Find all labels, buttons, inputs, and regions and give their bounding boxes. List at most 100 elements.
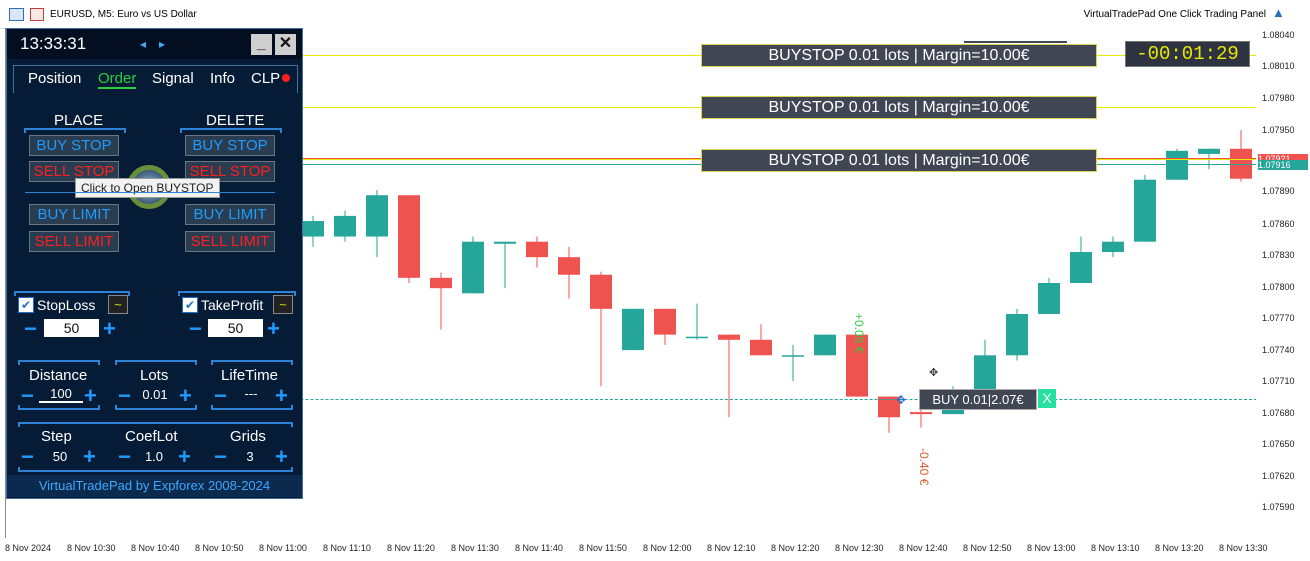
price-label: 1.07680 bbox=[1262, 408, 1295, 418]
buystop-order-label[interactable]: BUYSTOP 0.01 lots | Margin=10.00€ bbox=[701, 96, 1097, 119]
takeprofit-minus-button[interactable]: − bbox=[189, 316, 202, 341]
distance-plus-button[interactable]: + bbox=[84, 383, 97, 408]
tab-order[interactable]: Order bbox=[98, 70, 137, 89]
place-title: PLACE bbox=[54, 112, 104, 129]
takeprofit-trail-icon[interactable]: ~ bbox=[273, 295, 293, 314]
arrow-left-icon[interactable]: ◂ bbox=[140, 37, 147, 51]
distance-minus-button[interactable]: − bbox=[21, 383, 34, 408]
takeprofit-plus-button[interactable]: + bbox=[267, 316, 280, 341]
candle-body bbox=[1230, 148, 1252, 179]
price-label: 1.08010 bbox=[1262, 61, 1295, 71]
price-label: 1.07860 bbox=[1262, 219, 1295, 229]
candle-body bbox=[1134, 179, 1156, 242]
candle-body bbox=[1102, 241, 1124, 253]
buystop-line-1[interactable] bbox=[6, 55, 1257, 56]
tab-info[interactable]: Info bbox=[210, 70, 236, 87]
lifetime-bracket bbox=[211, 360, 293, 365]
delete-buy-limit-button[interactable]: BUY LIMIT bbox=[185, 204, 275, 225]
tab-position[interactable]: Position bbox=[28, 70, 82, 87]
time-label: 8 Nov 10:50 bbox=[195, 543, 244, 553]
takeprofit-label: TakeProfit bbox=[201, 297, 264, 313]
buystop-line-3[interactable] bbox=[6, 159, 1257, 160]
delete-buy-stop-button[interactable]: BUY STOP bbox=[185, 135, 275, 156]
lots-label: Lots bbox=[140, 367, 169, 384]
step-input[interactable]: 50 bbox=[52, 449, 68, 464]
price-label: 1.07710 bbox=[1262, 376, 1295, 386]
price-label: 1.07620 bbox=[1262, 471, 1295, 481]
coeflot-plus-button[interactable]: + bbox=[178, 444, 191, 469]
ask-line bbox=[6, 164, 1257, 165]
candle-body bbox=[398, 195, 420, 278]
arrow-right-icon[interactable]: ▸ bbox=[159, 37, 166, 51]
stoploss-minus-button[interactable]: − bbox=[24, 316, 37, 341]
close-button[interactable]: ✕ bbox=[275, 34, 296, 55]
time-label: 8 Nov 11:50 bbox=[579, 543, 627, 553]
time-label: 8 Nov 12:10 bbox=[707, 543, 756, 553]
delete-sell-limit-button[interactable]: SELL LIMIT bbox=[185, 231, 275, 252]
time-label: 8 Nov 11:10 bbox=[323, 543, 371, 553]
grids-plus-button[interactable]: + bbox=[275, 444, 288, 469]
stoploss-trail-icon[interactable]: ~ bbox=[108, 295, 128, 314]
distance-input[interactable]: 100 bbox=[39, 386, 83, 403]
lots-bracket-bottom bbox=[115, 405, 197, 410]
panel-footer[interactable]: VirtualTradePad by Expforex 2008-2024 bbox=[7, 475, 302, 497]
lots-input[interactable]: 0.01 bbox=[142, 387, 168, 402]
panel-title: VirtualTradePad One Click Trading Panel bbox=[1083, 9, 1266, 20]
time-label: 8 Nov 11:20 bbox=[387, 543, 435, 553]
price-label: 1.07890 bbox=[1262, 186, 1295, 196]
lifetime-input[interactable]: --- bbox=[244, 386, 258, 401]
candle-body bbox=[782, 355, 804, 357]
candle-body bbox=[1006, 313, 1028, 356]
stoploss-checkbox[interactable]: ✔ bbox=[18, 297, 34, 313]
candle-body bbox=[1038, 283, 1060, 314]
lifetime-plus-button[interactable]: + bbox=[275, 383, 288, 408]
stoploss-input[interactable]: 50 bbox=[44, 319, 99, 337]
stoploss-plus-button[interactable]: + bbox=[103, 316, 116, 341]
delete-sell-stop-button[interactable]: SELL STOP bbox=[185, 161, 275, 182]
minimize-button[interactable]: _ bbox=[251, 34, 272, 55]
divider bbox=[25, 192, 275, 193]
place-buy-stop-button[interactable]: BUY STOP bbox=[29, 135, 119, 156]
buystop-order-label[interactable]: BUYSTOP 0.01 lots | Margin=10.00€ bbox=[701, 44, 1097, 67]
tooltip: Click to Open BUYSTOP bbox=[75, 178, 220, 198]
position-line[interactable] bbox=[6, 399, 1257, 400]
place-buy-limit-button[interactable]: BUY LIMIT bbox=[29, 204, 119, 225]
lots-minus-button[interactable]: − bbox=[118, 383, 131, 408]
price-label: 1.07980 bbox=[1262, 93, 1295, 103]
place-sell-limit-button[interactable]: SELL LIMIT bbox=[29, 231, 119, 252]
price-label: 1.07830 bbox=[1262, 250, 1295, 260]
lifetime-minus-button[interactable]: − bbox=[214, 383, 227, 408]
price-label: 1.07740 bbox=[1262, 345, 1295, 355]
takeprofit-input[interactable]: 50 bbox=[208, 319, 263, 337]
time-label: 8 Nov 2024 bbox=[5, 543, 52, 553]
tab-signal[interactable]: Signal bbox=[152, 70, 194, 87]
place-sell-stop-button[interactable]: SELL STOP bbox=[29, 161, 119, 182]
delete-bracket bbox=[180, 128, 282, 133]
tab-clp[interactable]: CLP bbox=[251, 70, 281, 87]
buystop-order-label[interactable]: BUYSTOP 0.01 lots | Margin=10.00€ bbox=[701, 149, 1097, 172]
position-marker-icon: ✥ bbox=[896, 393, 907, 407]
bid-price-label: 1.07921 bbox=[1258, 154, 1308, 164]
time-label: 8 Nov 10:30 bbox=[67, 543, 116, 553]
lots-plus-button[interactable]: + bbox=[179, 383, 192, 408]
step-label: Step bbox=[41, 428, 72, 445]
takeprofit-checkbox[interactable]: ✔ bbox=[182, 297, 198, 313]
candle-body bbox=[654, 308, 676, 335]
distance-bracket bbox=[18, 360, 100, 365]
time-label: 8 Nov 11:00 bbox=[259, 543, 307, 553]
buystop-line-2[interactable] bbox=[6, 107, 1257, 108]
step-plus-button[interactable]: + bbox=[83, 444, 96, 469]
candle-body bbox=[878, 396, 900, 418]
close-position-button[interactable]: X bbox=[1038, 389, 1056, 408]
price-label: 1.08040 bbox=[1262, 30, 1295, 40]
candle-body bbox=[814, 334, 836, 356]
step-minus-button[interactable]: − bbox=[21, 444, 34, 469]
grids-input[interactable]: 3 bbox=[246, 449, 254, 464]
position-label[interactable]: BUY 0.01|2.07€ bbox=[919, 389, 1037, 410]
coeflot-input[interactable]: 1.0 bbox=[144, 449, 164, 464]
grids-minus-button[interactable]: − bbox=[214, 444, 227, 469]
takeprofit-bracket bbox=[178, 291, 296, 296]
time-label: 8 Nov 13:10 bbox=[1091, 543, 1140, 553]
coeflot-minus-button[interactable]: − bbox=[118, 444, 131, 469]
candle-body bbox=[1166, 150, 1188, 180]
